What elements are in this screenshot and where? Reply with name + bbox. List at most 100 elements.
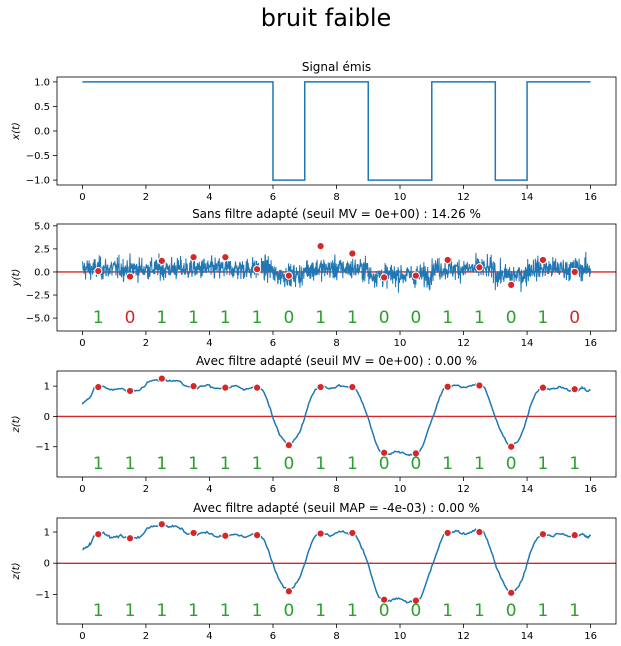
sample-point: [157, 520, 166, 529]
decoded-bit-label: 1: [347, 308, 358, 328]
x-tick-label: 12: [457, 192, 470, 203]
y-axis-label: z(t): [11, 416, 22, 434]
sample-point: [189, 253, 198, 262]
decoded-bit-label: 1: [252, 601, 263, 621]
sample-point: [380, 273, 389, 282]
x-tick-label: 0: [79, 192, 85, 203]
decoded-bit-label: 0: [410, 308, 421, 328]
x-tick-label: 2: [143, 631, 149, 642]
decoded-bit-label: 0: [379, 601, 390, 621]
sample-point: [252, 383, 262, 392]
sample-point: [380, 448, 389, 457]
chart-panel-1: Signal émis x(t) 0 2 4 6 8 10 12 14 16 1.0 0.5 0.0 −0.…: [11, 60, 617, 203]
sample-point: [538, 383, 548, 392]
decoded-bit-label: 0: [410, 454, 421, 474]
sample-point: [157, 374, 166, 383]
x-tick-label: 16: [584, 631, 597, 642]
sample-point: [570, 385, 579, 394]
decoded-bit-label: 0: [379, 308, 390, 328]
x-tick-label: 16: [584, 192, 597, 203]
sample-point: [538, 530, 548, 539]
x-tick-label: 2: [143, 192, 149, 203]
x-tick-label: 4: [206, 484, 212, 495]
x-tick-label: 10: [394, 484, 407, 495]
y-tick-label: −5.0: [26, 314, 50, 325]
x-tick-label: 8: [333, 338, 339, 349]
decoded-bit-label: 1: [156, 454, 167, 474]
decoded-bit-label: 1: [569, 454, 580, 474]
sample-point: [189, 528, 198, 538]
x-tick-label: 10: [394, 192, 407, 203]
received-signal-line: [82, 522, 592, 604]
decoded-bit-label: 1: [474, 308, 485, 328]
sample-point: [411, 449, 421, 458]
y-tick-label: 0.0: [34, 127, 50, 138]
x-tick-label: 12: [457, 338, 470, 349]
decoded-bit-label: 1: [220, 308, 231, 328]
figure-title: bruit faible: [261, 4, 392, 32]
sample-point: [411, 596, 421, 605]
decoded-bit-label: 1: [220, 601, 231, 621]
sample-point: [94, 266, 103, 276]
panel-title: Avec filtre adapté (seuil MAP = -4e-03) …: [193, 501, 480, 515]
y-tick-label: −1: [35, 442, 50, 453]
x-tick-label: 14: [521, 192, 534, 203]
sample-point: [252, 265, 262, 274]
x-tick-label: 2: [143, 484, 149, 495]
sample-point: [316, 382, 325, 392]
sample-point: [475, 381, 484, 390]
decoded-bit-label: 1: [188, 308, 199, 328]
sample-point: [443, 528, 452, 538]
decoded-bit-label: 1: [315, 454, 326, 474]
chart-panel-2: Sans filtre adapté (seuil MV = 0e+00) : …: [11, 207, 617, 349]
y-tick-label: 0: [44, 412, 50, 423]
sample-point: [316, 529, 325, 538]
decoded-bit-label: 1: [93, 454, 104, 474]
axes-frame: [56, 370, 617, 478]
x-tick-label: 12: [457, 631, 470, 642]
y-tick-label: −1: [35, 590, 50, 601]
decoded-bit-label: 1: [220, 454, 231, 474]
y-tick-label: 2.5: [34, 244, 50, 255]
y-tick-label: 5.0: [34, 221, 50, 232]
decoded-bit-label: 1: [442, 601, 453, 621]
x-tick-label: 6: [270, 631, 276, 642]
axes-frame: [56, 517, 617, 625]
y-tick-label: 1: [44, 382, 50, 393]
sample-point: [125, 534, 135, 543]
axes-frame: [56, 223, 617, 332]
sample-point: [475, 527, 484, 537]
sample-point: [348, 249, 357, 258]
decoded-bit-label: 1: [125, 601, 136, 621]
panel-title: Signal émis: [302, 60, 371, 74]
sample-point: [125, 386, 135, 396]
x-tick-label: 8: [333, 484, 339, 495]
sample-point: [189, 382, 198, 391]
sample-point: [94, 382, 103, 392]
x-tick-label: 14: [521, 484, 534, 495]
y-axis-label: y(t): [11, 269, 22, 288]
sample-point: [443, 382, 452, 391]
sample-point: [570, 531, 579, 540]
x-tick-label: 6: [270, 192, 276, 203]
decoded-bit-label: 1: [347, 454, 358, 474]
decoded-bit-label: 1: [252, 454, 263, 474]
x-tick-label: 16: [584, 338, 597, 349]
y-axis-label: z(t): [11, 563, 22, 581]
decoded-bit-label: 0: [506, 308, 517, 328]
x-tick-label: 0: [79, 484, 85, 495]
y-tick-label: 1.0: [34, 77, 50, 88]
decoded-bit-label: 0: [506, 454, 517, 474]
sample-point: [284, 441, 293, 450]
y-tick-label: −0.5: [26, 151, 50, 162]
x-tick-label: 8: [333, 192, 339, 203]
decoded-bit-label: 1: [188, 454, 199, 474]
sample-point: [94, 530, 103, 539]
decoded-bit-label: 1: [156, 308, 167, 328]
decoded-bit-label: 1: [315, 308, 326, 328]
sample-point: [284, 587, 293, 596]
chart-panel-4: Avec filtre adapté (seuil MAP = -4e-03) …: [11, 501, 617, 642]
